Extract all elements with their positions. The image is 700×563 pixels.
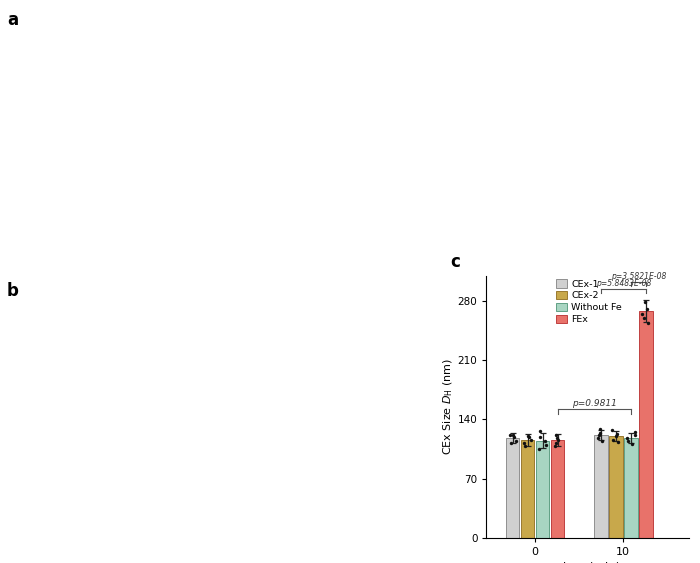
- Point: [610, 432, 622, 441]
- Point: [622, 437, 634, 446]
- Y-axis label: CEx Size $D_{\mathrm{H}}$ (nm): CEx Size $D_{\mathrm{H}}$ (nm): [441, 358, 455, 455]
- Point: [640, 297, 651, 306]
- Text: a: a: [7, 11, 18, 29]
- Point: [594, 431, 605, 440]
- Point: [622, 434, 633, 443]
- Point: [525, 435, 536, 444]
- Point: [506, 439, 517, 448]
- Point: [612, 438, 624, 447]
- Point: [595, 425, 606, 434]
- Point: [611, 429, 622, 438]
- Point: [518, 439, 529, 448]
- Point: [504, 431, 515, 440]
- Text: p=0.9811: p=0.9811: [572, 399, 617, 408]
- Point: [629, 428, 641, 437]
- Text: p=5.8483E-08: p=5.8483E-08: [596, 279, 651, 288]
- Point: [550, 441, 561, 450]
- Point: [541, 440, 552, 449]
- Point: [535, 432, 546, 441]
- Point: [508, 430, 519, 439]
- Point: [643, 319, 654, 328]
- Point: [524, 432, 535, 441]
- Point: [629, 430, 641, 439]
- Text: b: b: [7, 282, 19, 300]
- Point: [606, 426, 617, 435]
- Bar: [609, 436, 622, 538]
- Text: p=3.5821E-08: p=3.5821E-08: [610, 272, 666, 281]
- Bar: [506, 438, 519, 538]
- Bar: [521, 440, 534, 538]
- Point: [550, 430, 561, 439]
- Point: [642, 304, 653, 313]
- Bar: [624, 438, 638, 538]
- Point: [626, 439, 637, 448]
- Point: [592, 434, 603, 443]
- Point: [638, 314, 650, 323]
- Text: c: c: [450, 253, 460, 271]
- Point: [519, 441, 531, 450]
- Point: [534, 427, 545, 436]
- Point: [594, 428, 606, 437]
- Bar: [536, 440, 550, 538]
- Bar: [551, 440, 564, 538]
- Point: [596, 436, 608, 445]
- Point: [552, 435, 564, 444]
- Point: [540, 436, 551, 445]
- Point: [550, 439, 561, 448]
- Point: [608, 435, 619, 444]
- Point: [533, 445, 544, 454]
- Bar: [594, 435, 608, 538]
- Point: [523, 432, 534, 441]
- Point: [552, 434, 563, 443]
- Point: [511, 436, 522, 445]
- Point: [509, 432, 520, 441]
- Legend: CEx-1, CEx-2, Without Fe, FEx: CEx-1, CEx-2, Without Fe, FEx: [552, 275, 626, 328]
- Bar: [639, 311, 652, 538]
- X-axis label: Time (min): Time (min): [556, 562, 620, 563]
- Point: [637, 309, 648, 318]
